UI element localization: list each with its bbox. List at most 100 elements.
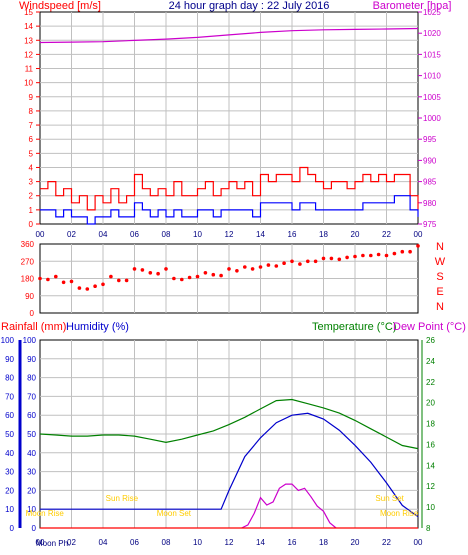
x-tick-label: 04 bbox=[99, 230, 108, 239]
x-tick-label: 06 bbox=[130, 538, 139, 547]
compass-label: E bbox=[436, 286, 443, 298]
y-tick-label-humidity: 40 bbox=[27, 449, 36, 458]
wind-direction-point bbox=[392, 251, 397, 256]
wind-direction-point bbox=[172, 276, 176, 281]
y-tick-label-right: 990 bbox=[423, 156, 437, 165]
y-tick-label-left: 1 bbox=[29, 206, 34, 215]
wind-direction-point bbox=[321, 256, 326, 261]
y-tick-label-right: 1020 bbox=[423, 29, 441, 38]
wind-direction-point bbox=[140, 268, 145, 272]
wind-direction-point bbox=[369, 253, 373, 258]
sun-moon-annotation: Moon Rise bbox=[380, 509, 419, 518]
humidity-title: Humidity (%) bbox=[66, 321, 129, 333]
wind-direction-point bbox=[156, 271, 160, 276]
y-tick-label-temperature: 24 bbox=[426, 357, 435, 366]
y-tick-label-rain: 90 bbox=[5, 355, 14, 364]
y-tick-label-humidity: 90 bbox=[27, 355, 36, 364]
x-tick-label: 08 bbox=[162, 230, 171, 239]
x-tick-label: 12 bbox=[225, 538, 234, 547]
wind-direction-point bbox=[408, 249, 412, 254]
y-tick-label-right: 985 bbox=[423, 178, 437, 187]
wind-direction-point bbox=[384, 253, 389, 258]
y-tick-label-left: 4 bbox=[29, 163, 34, 172]
wind-barometer-panel: 0123456789101112131415975980985990995100… bbox=[24, 8, 441, 239]
y-tick-label-rain: 40 bbox=[5, 449, 14, 458]
wind-direction-point bbox=[329, 256, 334, 261]
wind-direction-point bbox=[132, 267, 137, 271]
wind-direction-point bbox=[77, 286, 82, 290]
x-tick-label: 14 bbox=[256, 230, 265, 239]
x-tick-label: 20 bbox=[351, 230, 360, 239]
sun-moon-annotation: Moon Rise bbox=[26, 509, 65, 518]
dewpoint-line bbox=[241, 483, 337, 529]
wind-direction-point bbox=[195, 274, 200, 279]
wind-direction-point bbox=[211, 272, 216, 277]
windspeed-average-line bbox=[40, 195, 419, 225]
x-tick-label: 02 bbox=[67, 538, 76, 547]
wind-direction-point bbox=[219, 273, 223, 278]
rainfall-title: Rainfall (mm) bbox=[1, 321, 66, 333]
y-tick-label-humidity: 70 bbox=[27, 392, 36, 401]
y-tick-label-left: 9 bbox=[29, 93, 34, 102]
barometer-title: Barometer [hpa] bbox=[373, 0, 452, 12]
windspeed-gust-line bbox=[40, 166, 419, 211]
moon-phase-label: Moon Ph. bbox=[36, 539, 70, 548]
wind-direction-point bbox=[345, 255, 349, 260]
wind-direction-point bbox=[400, 249, 405, 254]
y-tick-label-temperature: 18 bbox=[426, 420, 435, 429]
compass-label: W bbox=[435, 256, 446, 268]
x-tick-label: 16 bbox=[288, 230, 297, 239]
wind-direction-point bbox=[164, 267, 168, 271]
temperature-line bbox=[39, 398, 419, 450]
y-tick-label-left: 10 bbox=[24, 79, 33, 88]
wind-direction-point bbox=[353, 254, 357, 259]
y-tick-label-right: 995 bbox=[423, 135, 437, 144]
windspeed-title: Windspeed [m/s] bbox=[19, 0, 101, 12]
y-tick-label: 360 bbox=[21, 240, 35, 249]
wind-direction-point bbox=[180, 277, 184, 282]
y-tick-label-humidity: 0 bbox=[32, 524, 37, 533]
x-tick-label: 22 bbox=[382, 230, 391, 239]
y-tick-label-right: 1025 bbox=[423, 8, 441, 17]
compass-label: S bbox=[436, 271, 443, 283]
y-tick-label-right: 1000 bbox=[423, 114, 441, 123]
x-tick-label: 10 bbox=[193, 230, 202, 239]
y-tick-label-humidity: 50 bbox=[27, 430, 36, 439]
y-tick-label-left: 13 bbox=[24, 36, 33, 45]
y-tick-label-right: 1015 bbox=[423, 50, 441, 59]
wind-direction-point bbox=[376, 252, 381, 257]
wind-direction-point bbox=[69, 279, 74, 284]
x-tick-label: 16 bbox=[288, 538, 297, 547]
y-tick-label-left: 14 bbox=[24, 22, 33, 31]
wind-direction-point bbox=[306, 259, 310, 264]
barometer-line bbox=[39, 27, 419, 44]
y-tick-label-right: 975 bbox=[423, 220, 437, 229]
y-tick-label-temperature: 26 bbox=[426, 336, 435, 345]
wind-direction-point bbox=[54, 274, 58, 279]
x-tick-label: 00 bbox=[414, 230, 423, 239]
x-tick-label: 08 bbox=[162, 538, 171, 547]
x-tick-label: 22 bbox=[382, 538, 391, 547]
y-tick-label-right: 980 bbox=[423, 199, 437, 208]
y-tick-label-temperature: 14 bbox=[426, 461, 435, 470]
y-tick-label-left: 6 bbox=[29, 135, 34, 144]
wind-direction-point bbox=[258, 265, 263, 269]
y-tick-label: 0 bbox=[30, 309, 35, 318]
y-tick-label-right: 1010 bbox=[423, 72, 441, 81]
compass-label: N bbox=[436, 241, 444, 253]
wind-direction-point bbox=[243, 265, 247, 269]
y-tick-label-humidity: 10 bbox=[27, 505, 36, 514]
sun-moon-annotation: Sun Rise bbox=[106, 494, 139, 503]
y-tick-label-left: 8 bbox=[29, 107, 34, 116]
wind-direction-point bbox=[38, 276, 42, 281]
y-tick-label-rain: 20 bbox=[5, 486, 14, 495]
temperature-title: Temperature (°C) bbox=[312, 321, 396, 333]
humidity-line bbox=[40, 412, 419, 518]
compass-label: N bbox=[436, 301, 444, 313]
wind-direction-point bbox=[61, 280, 66, 285]
y-tick-label-rain: 50 bbox=[5, 430, 14, 439]
wind-direction-point bbox=[361, 253, 365, 258]
